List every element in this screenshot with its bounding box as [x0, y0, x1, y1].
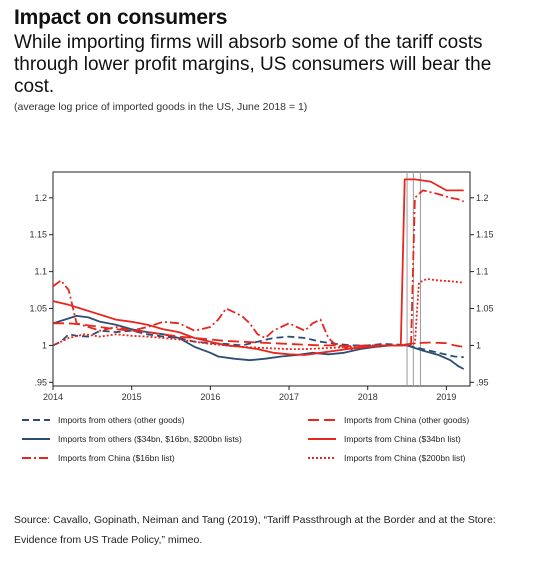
series-line-5: [52, 178, 464, 356]
source-note: Source: Cavallo, Gopinath, Neiman and Ta…: [14, 514, 496, 546]
series-line-3: [52, 189, 465, 350]
x-tick-label: 2014: [43, 392, 63, 400]
y-tick-label-right: .95: [476, 377, 489, 387]
legend-label: Imports from others ($34bn, $16bn, $200b…: [58, 434, 242, 444]
x-tick-label: 2018: [358, 392, 378, 400]
chart-note: (average log price of imported goods in …: [14, 101, 308, 113]
legend-label: Imports from China (other goods): [344, 415, 470, 425]
y-tick-label-left: .95: [34, 377, 47, 387]
legend-swatch: [308, 438, 336, 440]
y-tick-label-left: 1.15: [29, 230, 47, 240]
x-tick-label: 2016: [200, 392, 220, 400]
legend-item-5: Imports from China ($34bn list): [308, 434, 461, 444]
chart-subtitle: While importing firms will absorb some o…: [14, 32, 492, 97]
chart-title: Impact on consumers: [14, 6, 228, 29]
x-tick-label: 2015: [122, 392, 142, 400]
y-tick-label-left: 1.05: [29, 304, 47, 314]
y-tick-label-left: 1: [42, 340, 47, 350]
legend-swatch: [22, 457, 50, 459]
x-tick-label: 2017: [279, 392, 299, 400]
series-line-2: [52, 315, 465, 370]
legend-item-2: Imports from others ($34bn, $16bn, $200b…: [22, 434, 242, 444]
y-tick-label-left: 1.2: [34, 193, 47, 203]
y-tick-label-right: 1.2: [476, 193, 489, 203]
legend-item-4: Imports from China (other goods): [308, 415, 469, 425]
legend-swatch: [22, 438, 50, 440]
y-tick-label-right: 1.05: [476, 304, 494, 314]
x-tick-label: 2019: [436, 392, 456, 400]
y-tick-label-right: 1.1: [476, 267, 489, 277]
y-tick-label-right: 1.15: [476, 230, 494, 240]
legend-label: Imports from China ($34bn list): [344, 434, 461, 444]
legend-label: Imports from China ($16bn list): [58, 453, 175, 463]
legend-item-1: Imports from others (other goods): [22, 415, 185, 425]
series-line-4: [53, 322, 464, 348]
line-chart: .95 .95 1 1 1.05 1.05 1.1 1.1 1.15 1.15 1.2 1.2 2014…: [29, 171, 494, 400]
y-tick-label-right: 1: [476, 340, 481, 350]
legend-label: Imports from others (other goods): [58, 415, 185, 425]
legend-swatch: [22, 419, 50, 421]
legend-item-6: Imports from China ($200bn list): [308, 453, 465, 463]
legend-item-3: Imports from China ($16bn list): [22, 453, 175, 463]
plot-frame: [52, 171, 471, 387]
legend-swatch: [308, 457, 336, 459]
y-tick-label-left: 1.1: [34, 267, 47, 277]
legend-label: Imports from China ($200bn list): [344, 453, 466, 463]
series-line-6: [52, 278, 464, 350]
legend-swatch: [308, 419, 336, 421]
